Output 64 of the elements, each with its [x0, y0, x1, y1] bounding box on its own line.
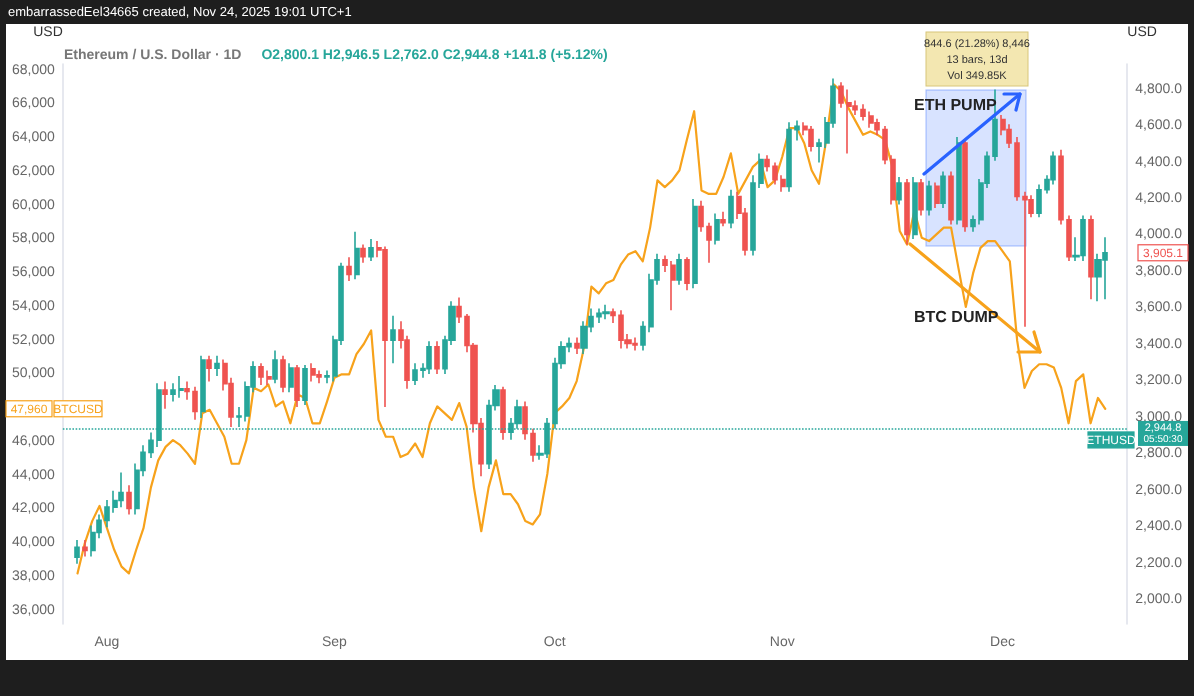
candlestick: [860, 103, 866, 122]
candlestick: [426, 340, 432, 375]
candlestick: [1080, 214, 1086, 262]
candlestick: [368, 238, 374, 262]
candlestick: [684, 256, 690, 291]
candlestick: [162, 380, 168, 410]
candlestick: [670, 260, 676, 312]
candlestick: [346, 256, 352, 282]
candlestick: [354, 231, 360, 281]
candlestick: [714, 212, 720, 246]
candlestick: [574, 336, 580, 355]
candlestick: [934, 181, 940, 209]
candlestick: [434, 340, 440, 375]
candlestick: [912, 176, 918, 240]
candlestick: [214, 355, 220, 377]
candlestick: [962, 137, 968, 233]
candlestick: [596, 307, 602, 324]
annotation: BTC DUMP: [914, 308, 1000, 327]
candlestick: [302, 364, 308, 406]
candlestick: [1088, 214, 1094, 301]
candlestick: [170, 382, 176, 403]
candlestick: [1050, 150, 1056, 186]
candlestick: [948, 170, 954, 226]
candlestick: [272, 349, 278, 385]
candlestick: [412, 362, 418, 386]
candlestick: [940, 170, 946, 209]
candlestick: [500, 386, 506, 441]
candlestick: [316, 369, 322, 385]
candlestick: [310, 362, 316, 383]
candlestick: [192, 386, 198, 421]
candlestick: [956, 136, 962, 226]
candlestick: [1036, 183, 1042, 219]
candlestick: [772, 161, 778, 186]
candlestick: [382, 245, 388, 408]
candlestick: [618, 309, 624, 350]
candlestick: [868, 110, 874, 129]
candlestick: [200, 355, 206, 419]
candlestick: [178, 375, 184, 399]
candlestick: [728, 189, 734, 229]
candlestick: [676, 252, 682, 286]
candlestick: [280, 355, 286, 394]
candlestick: [82, 539, 88, 558]
candlestick: [74, 539, 80, 565]
candlestick: [904, 178, 910, 246]
candlestick: [1102, 236, 1108, 301]
candlestick: [602, 303, 610, 321]
candlestick: [390, 314, 396, 364]
candlestick: [692, 198, 698, 290]
candlestick: [360, 243, 366, 264]
candlestick: [206, 355, 212, 383]
candlestick: [926, 179, 932, 217]
candlestick: [294, 364, 300, 408]
candlestick: [632, 336, 638, 352]
candlestick: [118, 471, 124, 509]
candlestick: [918, 178, 924, 217]
candlestick: [288, 362, 294, 394]
candlestick: [266, 369, 272, 386]
candlestick: [808, 125, 814, 153]
candlestick: [720, 210, 726, 228]
candlestick: [786, 121, 792, 193]
candlestick: [896, 176, 902, 206]
candlestick: [846, 88, 852, 155]
candlestick: [258, 362, 264, 386]
candlestick: [126, 484, 132, 516]
